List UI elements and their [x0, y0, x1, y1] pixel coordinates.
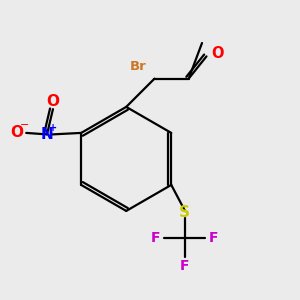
Text: O: O	[46, 94, 59, 109]
Text: S: S	[179, 205, 190, 220]
Text: F: F	[209, 231, 218, 245]
Text: N: N	[40, 127, 53, 142]
Text: O: O	[10, 125, 23, 140]
Text: −: −	[20, 121, 29, 130]
Text: +: +	[50, 123, 58, 133]
Text: F: F	[180, 259, 189, 273]
Text: Br: Br	[130, 60, 146, 73]
Text: O: O	[212, 46, 224, 62]
Text: F: F	[151, 231, 160, 245]
